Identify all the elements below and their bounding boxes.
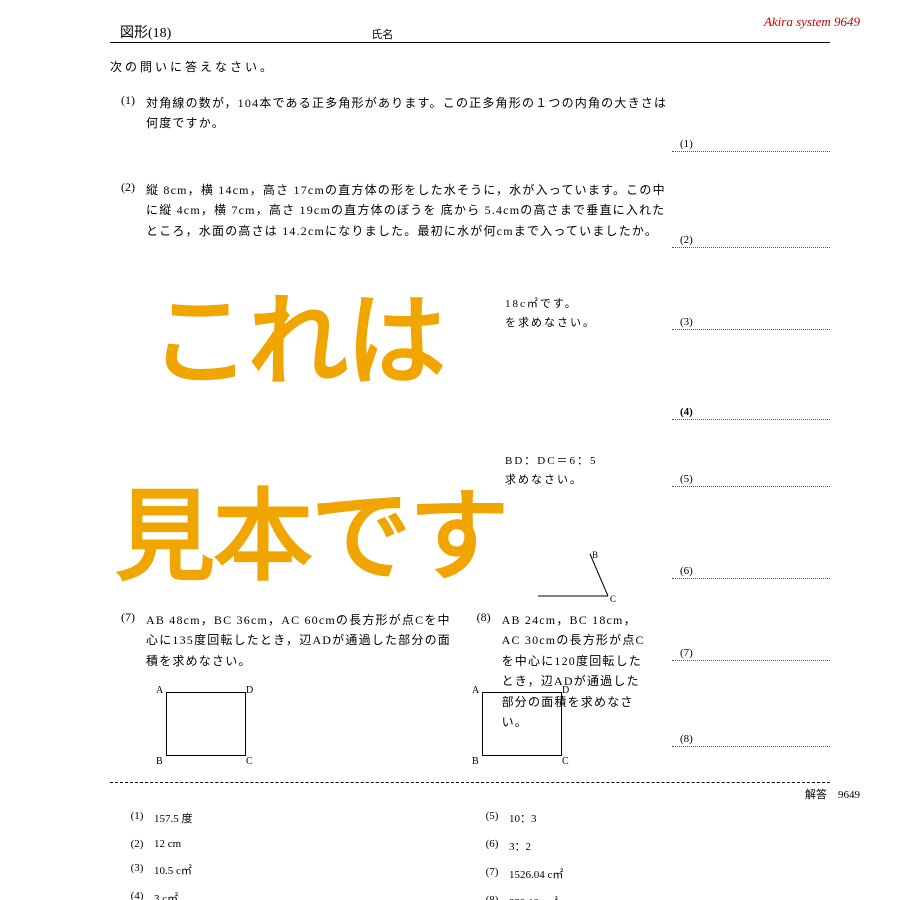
triangle-diagram: B C — [530, 550, 620, 605]
a-num: (3) — [120, 862, 154, 878]
q-text: 縦 8cm，横 14cm，高さ 17cmの直方体の形をした水そうに，水が入ってい… — [146, 180, 830, 241]
svg-text:B: B — [592, 550, 598, 560]
question-2: (2) 縦 8cm，横 14cm，高さ 17cmの直方体の形をした水そうに，水が… — [110, 180, 830, 241]
label-D: D — [246, 685, 253, 696]
a-num: (1) — [120, 810, 154, 826]
answer-row: (3)10.5 c㎡ — [120, 862, 475, 878]
label-C: C — [562, 756, 569, 767]
a-num: (5) — [475, 810, 509, 826]
label-A: A — [472, 685, 479, 696]
answer-slot-2: (2) — [672, 234, 830, 248]
a-val: 157.5 度 — [154, 810, 193, 826]
rect-diagram-7 — [166, 692, 246, 756]
name-label: 氏名 — [371, 26, 393, 42]
answer-col-left: (1)157.5 度 (2)12 cm (3)10.5 c㎡ (4)3 c㎡ — [120, 798, 475, 900]
a-num: (2) — [120, 838, 154, 850]
label-C: C — [246, 756, 253, 767]
watermark-line2: 見本です — [115, 455, 507, 600]
answer-row: (7)1526.04 c㎡ — [475, 866, 830, 882]
answer-slot-3: (3) — [672, 316, 830, 330]
a-val: 10：3 — [509, 810, 537, 826]
a-val: 1526.04 c㎡ — [509, 866, 563, 882]
worksheet-page: 図形(18) 氏名 次の問いに答えなさい。 (1) 対角線の数が，104本である… — [110, 20, 830, 247]
answer-slot-5: (5) — [672, 473, 830, 487]
q3-line1: 18c㎡です。 — [505, 298, 578, 310]
q5-fragment: BD：DC＝6：5 求めなさい。 — [505, 452, 598, 489]
a-val: 12 cm — [154, 838, 181, 850]
answer-slot-8: (8) — [672, 733, 830, 747]
q-number: (7) — [110, 610, 146, 732]
title-row: 図形(18) 氏名 — [110, 20, 830, 43]
answer-slot-4: (4) — [672, 406, 830, 420]
label-A: A — [156, 685, 163, 696]
answer-separator — [110, 782, 830, 783]
answer-row: (5)10：3 — [475, 810, 830, 826]
a-num: (8) — [475, 894, 509, 900]
answer-row: (1)157.5 度 — [120, 810, 475, 826]
answer-row: (6)3：2 — [475, 838, 830, 854]
rect-diagram-8 — [482, 692, 562, 756]
svg-text:C: C — [610, 594, 616, 604]
a-val: 10.5 c㎡ — [154, 862, 192, 878]
question-1: (1) 対角線の数が，104本である正多角形があります。この正多角形の１つの内角… — [110, 93, 830, 134]
q-number: (1) — [110, 93, 146, 134]
answer-slot-6: (6) — [672, 565, 830, 579]
q3-fragment: 18c㎡です。 を求めなさい。 — [505, 295, 596, 332]
answer-col-right: (5)10：3 (6)3：2 (7)1526.04 c㎡ (8)339.12 c… — [475, 798, 830, 900]
q5-line2: 求めなさい。 — [505, 474, 583, 486]
a-num: (6) — [475, 838, 509, 854]
answer-slot-7: (7) — [672, 647, 830, 661]
a-num: (4) — [120, 890, 154, 900]
instruction: 次の問いに答えなさい。 — [110, 58, 830, 75]
a-val: 3 c㎡ — [154, 890, 178, 900]
q-number: (2) — [110, 180, 146, 241]
label-D: D — [562, 685, 569, 696]
watermark-line1: これは — [150, 260, 444, 405]
q-text: 対角線の数が，104本である正多角形があります。この正多角形の１つの内角の大きさ… — [146, 93, 830, 134]
answer-row: (2)12 cm — [120, 838, 475, 850]
a-val: 339.12 c㎡ — [509, 894, 558, 900]
answer-row: (4)3 c㎡ — [120, 890, 475, 900]
label-B: B — [472, 756, 479, 767]
question-7: (7) AB 48cm，BC 36cm，AC 60cmの長方形が点Cを中心に13… — [110, 610, 456, 732]
answer-key: (1)157.5 度 (2)12 cm (3)10.5 c㎡ (4)3 c㎡ (… — [120, 798, 830, 900]
q5-line1: BD：DC＝6：5 — [505, 455, 598, 467]
a-val: 3：2 — [509, 838, 531, 854]
answer-row: (8)339.12 c㎡ — [475, 894, 830, 900]
label-B: B — [156, 756, 163, 767]
answer-slot-1: (1) — [672, 138, 830, 152]
a-num: (7) — [475, 866, 509, 882]
page-title: 図形(18) — [120, 22, 171, 42]
q3-line2: を求めなさい。 — [505, 317, 596, 329]
